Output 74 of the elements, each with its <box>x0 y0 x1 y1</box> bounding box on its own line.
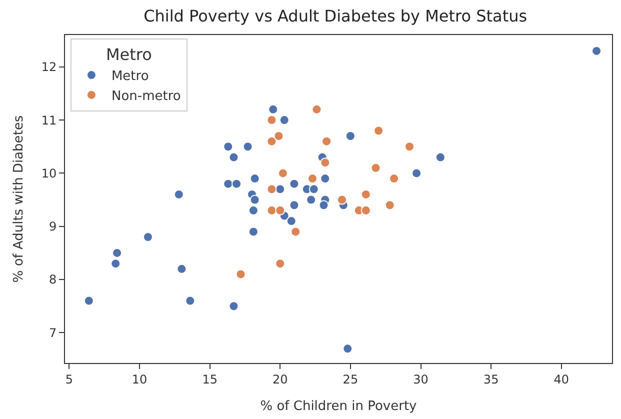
point <box>268 104 278 114</box>
point <box>592 46 602 56</box>
point <box>242 142 253 152</box>
y-axis-title: % of Adults with Diabetes <box>11 115 26 283</box>
point <box>308 184 319 194</box>
legend-title: Metro <box>106 45 152 64</box>
point <box>307 174 318 184</box>
point <box>306 194 316 205</box>
point <box>318 200 329 210</box>
y-tick-label: 10 <box>41 166 57 180</box>
point <box>228 301 239 312</box>
point <box>320 174 330 184</box>
point <box>250 174 260 184</box>
point <box>278 168 288 178</box>
point <box>337 194 348 205</box>
point <box>174 189 184 200</box>
y-tick-label: 8 <box>48 272 57 287</box>
point <box>286 216 296 226</box>
point <box>266 136 277 146</box>
point <box>312 104 322 114</box>
point <box>266 115 277 126</box>
x-tick-label: 35 <box>483 372 499 386</box>
point <box>228 152 239 162</box>
point <box>290 226 301 237</box>
point <box>236 269 246 280</box>
point <box>374 126 384 136</box>
point <box>404 142 415 152</box>
point <box>384 200 395 210</box>
x-tick-label: 20 <box>272 372 288 386</box>
point <box>142 232 153 242</box>
y-tick-label: 12 <box>41 60 57 74</box>
x-axis-title: % of Children in Poverty <box>260 399 418 414</box>
x-tick-label: 15 <box>202 372 218 386</box>
point <box>320 158 330 168</box>
point <box>275 205 286 216</box>
legend-label: Non-metro <box>111 89 181 104</box>
legend-label: Metro <box>111 69 149 84</box>
point <box>266 205 277 216</box>
y-tick-label: 9 <box>48 220 57 234</box>
point <box>223 178 234 189</box>
point <box>112 248 122 258</box>
point <box>248 205 258 216</box>
point <box>84 296 94 306</box>
point <box>248 226 258 237</box>
point <box>322 136 332 146</box>
chart-title: Child Poverty vs Adult Diabetes by Metro Status <box>144 6 528 26</box>
point <box>342 344 353 354</box>
point <box>176 264 187 274</box>
point <box>289 178 300 189</box>
point <box>274 131 284 141</box>
point <box>110 258 121 269</box>
y-tick-label: 7 <box>48 326 57 340</box>
point <box>370 162 381 173</box>
point <box>360 189 371 200</box>
point <box>360 205 371 216</box>
point <box>289 200 300 210</box>
x-tick-label: 5 <box>65 372 74 386</box>
point <box>185 296 196 306</box>
point <box>232 178 242 189</box>
point <box>412 168 422 178</box>
point <box>275 258 286 269</box>
x-tick-label: 25 <box>342 372 358 386</box>
point <box>275 184 286 194</box>
point <box>223 142 234 152</box>
point <box>279 115 290 126</box>
y-tick-label: 11 <box>41 113 57 128</box>
x-tick-label: 10 <box>132 372 148 386</box>
point <box>389 174 400 184</box>
point <box>266 184 277 194</box>
x-tick-label: 30 <box>413 372 428 386</box>
point <box>345 131 356 141</box>
point <box>250 194 260 205</box>
point <box>435 152 446 162</box>
x-tick-label: 40 <box>554 372 570 386</box>
